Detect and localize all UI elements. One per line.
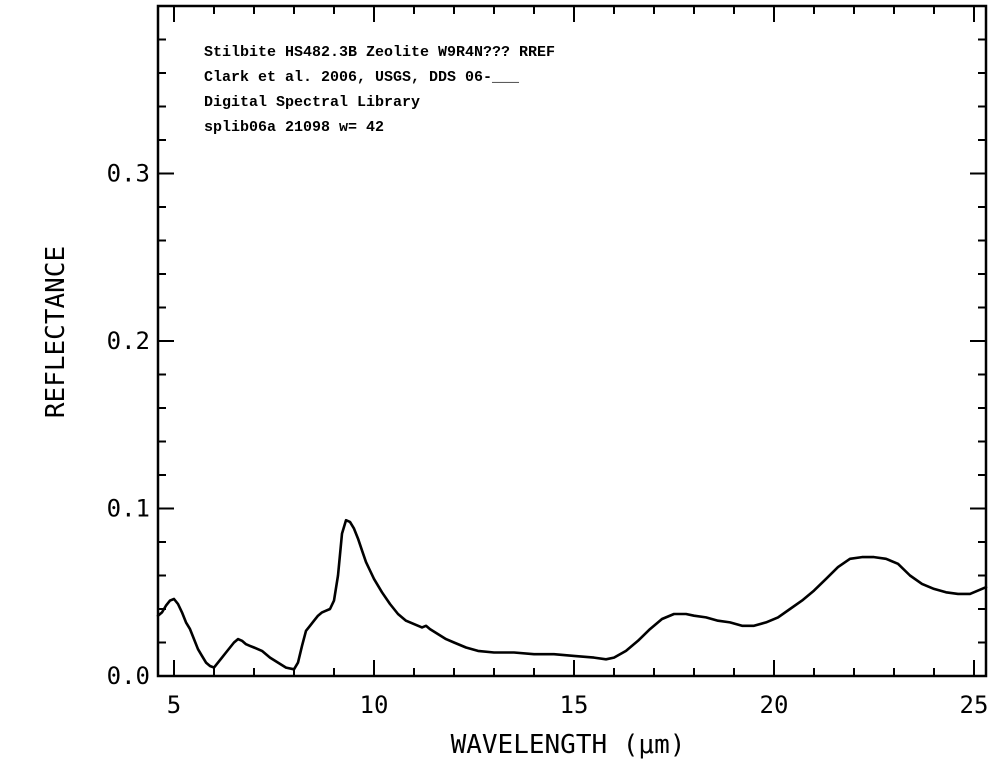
x-tick-label: 20: [760, 691, 789, 719]
annotation-line: splib06a 21098 w= 42: [204, 119, 384, 136]
x-tick-label: 25: [960, 691, 989, 719]
y-tick-label: 0.1: [107, 495, 150, 523]
x-tick-label: 5: [167, 691, 181, 719]
spectrum-line: [156, 518, 988, 671]
x-tick-label: 15: [560, 691, 589, 719]
x-tick-label: 10: [360, 691, 389, 719]
annotation-line: Digital Spectral Library: [204, 94, 420, 111]
y-tick-label: 0.2: [107, 327, 150, 355]
x-axis-title: WAVELENGTH (μm): [451, 730, 686, 760]
y-tick-label: 0.0: [107, 662, 150, 690]
annotation-line: Clark et al. 2006, USGS, DDS 06-___: [204, 69, 520, 86]
annotation-line: Stilbite HS482.3B Zeolite W9R4N??? RREF: [204, 44, 555, 61]
y-tick-label: 0.3: [107, 160, 150, 188]
y-axis-title: REFLECTANCE: [41, 246, 71, 418]
